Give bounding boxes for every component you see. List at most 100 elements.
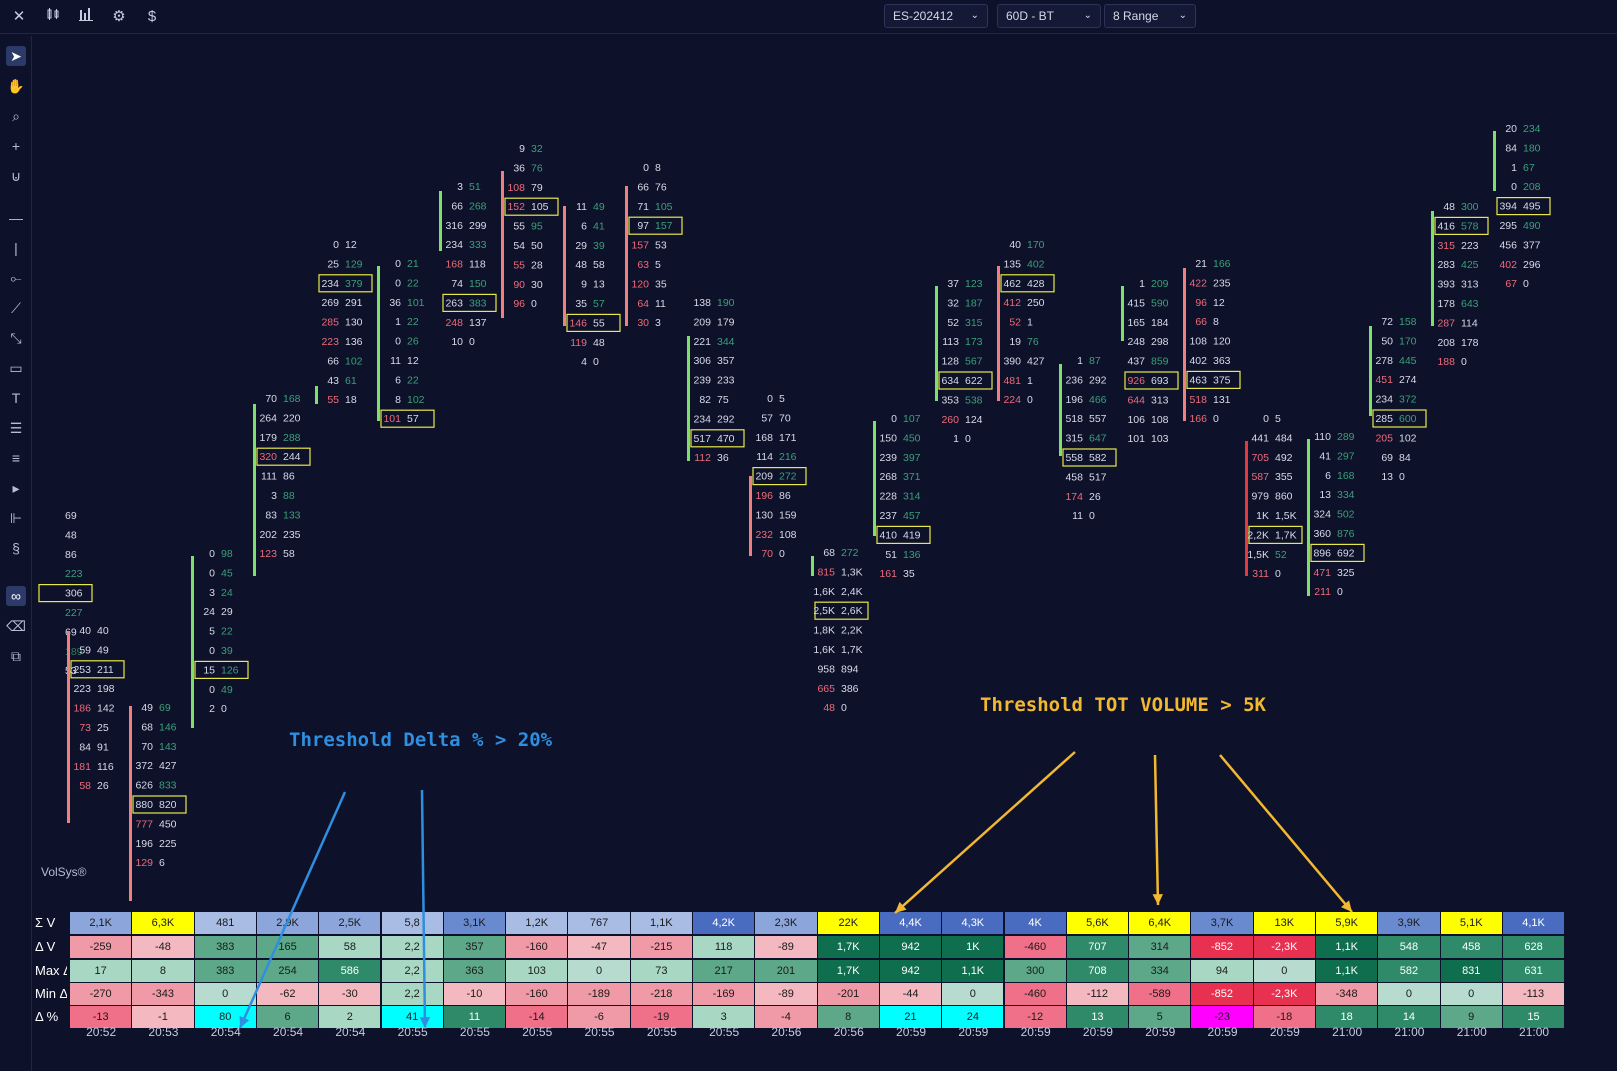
- bid-volume: 4: [581, 356, 587, 368]
- cell-min_delta_v: -589: [1129, 983, 1191, 1005]
- settings-icon[interactable]: ⚙: [112, 8, 126, 25]
- bid-volume: 152: [507, 201, 525, 213]
- time-label: 20:55: [522, 1025, 553, 1039]
- poc-highlight-box: [38, 583, 93, 603]
- ask-volume: 1,7K: [1275, 529, 1297, 541]
- poc-highlight-box: [1186, 370, 1241, 389]
- ask-volume: 41: [593, 220, 605, 232]
- time-label: 20:59: [1145, 1025, 1176, 1039]
- cell-max_delta_v: 1,1K: [1316, 960, 1378, 982]
- ask-volume: 190: [717, 297, 735, 309]
- cell-max_delta_v: 631: [1502, 960, 1565, 982]
- ask-volume: 268: [469, 200, 487, 212]
- ask-volume: 171: [779, 432, 797, 444]
- ask-volume: 490: [1523, 220, 1541, 232]
- cell-delta_pct: -13: [70, 1006, 132, 1028]
- ask-volume: 114: [1461, 317, 1478, 329]
- horizontal-line-icon[interactable]: —: [9, 210, 23, 226]
- ask-volume: 567: [965, 356, 983, 368]
- bid-volume: 2,5K: [813, 605, 835, 617]
- bid-volume: 223: [321, 336, 339, 348]
- cell-sum_v: 5,8: [381, 912, 443, 934]
- bid-volume: 59: [79, 644, 91, 656]
- symbol-dropdown[interactable]: ES-202412 ⌄: [884, 4, 988, 28]
- footprint-chart[interactable]: 69 48 86 223 306 227 69 189 53 40 40 59 49 253 211 223 1…: [33, 36, 1617, 911]
- cell-delta_v: 58: [319, 936, 381, 958]
- menu-lines-icon[interactable]: ≡: [11, 450, 21, 466]
- cell-min_delta_v: -852: [1191, 983, 1253, 1005]
- poc-highlight-box: [628, 216, 683, 235]
- bid-volume: 166: [1189, 413, 1207, 425]
- ask-volume: 355: [1275, 471, 1293, 483]
- ask-volume: 22: [407, 316, 419, 328]
- ask-volume: 0: [1275, 568, 1281, 580]
- cursor-icon[interactable]: ➤: [6, 46, 26, 66]
- ask-volume: 102: [407, 394, 425, 406]
- volume-profile-icon[interactable]: ⊩: [9, 510, 23, 526]
- vertical-line-icon[interactable]: |: [14, 240, 18, 256]
- ask-volume: 292: [1089, 374, 1107, 386]
- time-label: 20:59: [896, 1025, 927, 1039]
- close-icon[interactable]: ✕: [12, 8, 26, 25]
- rectangle-icon[interactable]: ▭: [9, 360, 23, 376]
- session-profile-icon[interactable]: §: [12, 540, 20, 556]
- dollar-icon[interactable]: $: [147, 8, 157, 25]
- bid-volume: 234: [445, 239, 463, 251]
- cell-delta_pct: -19: [630, 1006, 692, 1028]
- time-label: 20:55: [709, 1025, 740, 1039]
- bid-volume: 211: [1314, 586, 1331, 598]
- hand-icon[interactable]: ✋: [7, 78, 25, 94]
- cell-sum_v: 22K: [817, 912, 879, 934]
- bid-volume: 208: [1437, 337, 1455, 349]
- ray-icon[interactable]: ⟜: [10, 270, 22, 286]
- measure-icon[interactable]: ⤡: [10, 330, 22, 346]
- eraser-icon[interactable]: ⌫: [6, 618, 26, 634]
- trend-line-icon[interactable]: ⟋: [11, 300, 21, 316]
- bid-volume: 1: [1139, 278, 1145, 290]
- ask-volume: 517: [1089, 471, 1107, 483]
- ask-volume: 622: [965, 375, 983, 387]
- bid-volume: 30: [637, 317, 649, 329]
- ask-volume: 142: [97, 703, 115, 715]
- text-icon[interactable]: T: [11, 390, 21, 406]
- candle-body: [129, 706, 132, 901]
- ask-volume: 590: [1151, 297, 1169, 309]
- bid-volume: 37: [947, 278, 959, 290]
- cell-delta_v: 383: [194, 936, 256, 958]
- candles-icon[interactable]: [42, 6, 64, 28]
- cell-sum_v: 4,1K: [1502, 912, 1565, 934]
- bid-volume: 146: [569, 317, 587, 329]
- ask-volume: 0: [1027, 394, 1033, 406]
- ask-volume: 58: [593, 259, 605, 271]
- bars-icon[interactable]: [75, 6, 97, 28]
- bid-volume: 6: [1325, 470, 1331, 482]
- cell-sum_v: 2,3K: [755, 912, 817, 934]
- ask-volume: 143: [159, 741, 177, 753]
- crosshair-icon[interactable]: +: [11, 138, 21, 154]
- zoom-icon[interactable]: ⌕: [12, 108, 20, 124]
- bid-volume: 315: [1437, 240, 1455, 252]
- ask-volume: 159: [779, 509, 797, 521]
- cell-max_delta_v: 8: [132, 960, 194, 982]
- magnet-icon[interactable]: ⊍: [10, 168, 22, 184]
- candle-body: [1307, 439, 1310, 596]
- cell-sum_v: 13K: [1253, 912, 1315, 934]
- list-icon[interactable]: ☰: [9, 420, 23, 436]
- ask-volume: 334: [1337, 489, 1355, 501]
- timeframe-dropdown[interactable]: 60D - BT ⌄: [997, 4, 1101, 28]
- cell-max_delta_v: 1,7K: [817, 960, 879, 982]
- poc-highlight-box: [442, 293, 497, 312]
- bid-volume: 353: [941, 394, 959, 406]
- profile-icon[interactable]: ▸: [12, 480, 20, 496]
- layers-icon[interactable]: ⧉: [11, 648, 21, 664]
- bid-volume: 179: [259, 432, 277, 444]
- ask-volume: 76: [531, 162, 543, 174]
- ask-volume: 105: [655, 201, 673, 213]
- candle-body: [315, 386, 318, 404]
- link-icon[interactable]: ∞: [6, 586, 26, 606]
- poc-highlight-box: [876, 525, 931, 544]
- cell-delta_v: -259: [70, 936, 132, 958]
- bid-volume: 402: [1189, 355, 1207, 367]
- ask-volume: 87: [1089, 355, 1101, 367]
- range-dropdown[interactable]: 8 Range ⌄: [1104, 4, 1196, 28]
